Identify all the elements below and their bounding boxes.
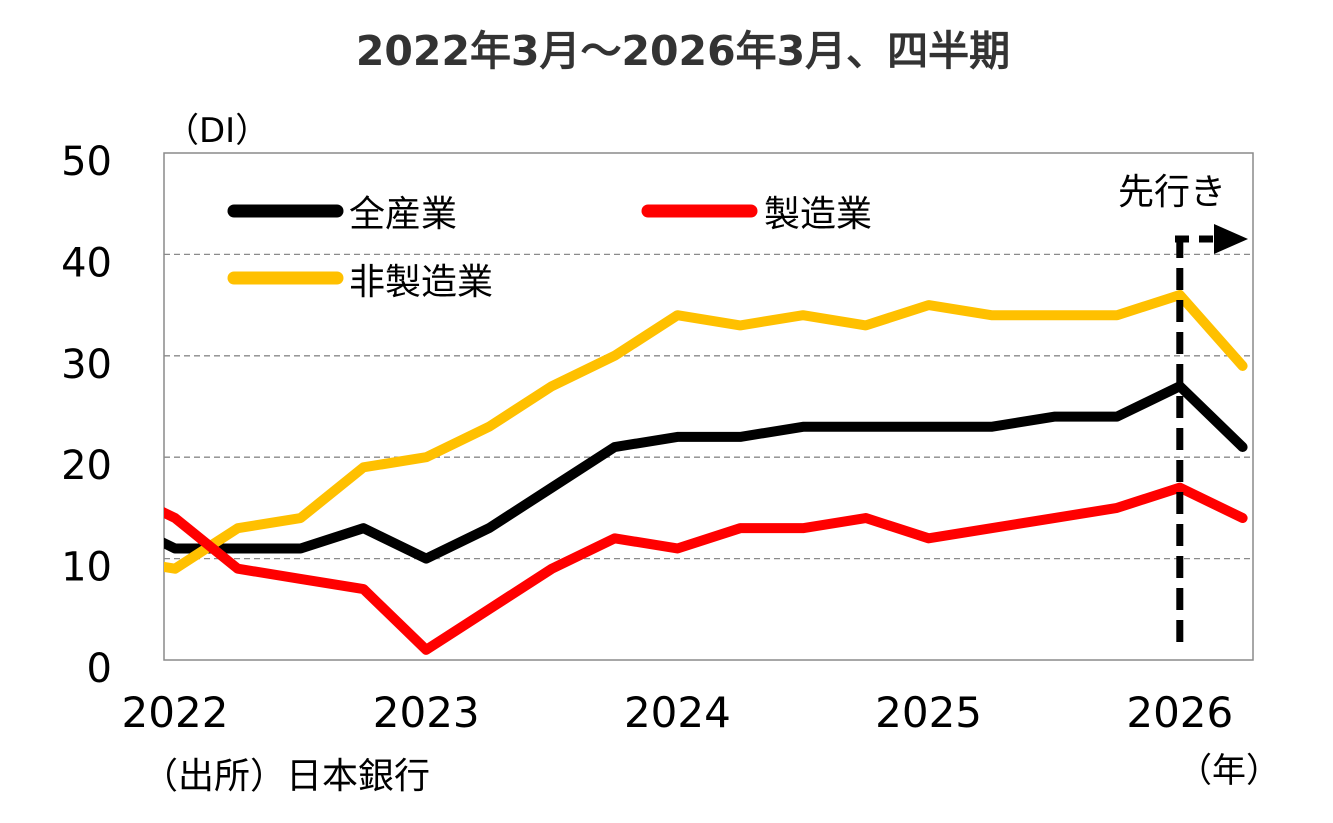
y-tick-label: 40 [61, 240, 112, 286]
x-axis-ticks: 2022 2023 2024 2025 2026 [122, 688, 1234, 737]
chart-title: 2022年3月～2026年3月、四半期 [356, 27, 1010, 75]
x-tick-label: 2023 [373, 688, 480, 737]
legend-label-all-industries: 全産業 [349, 194, 457, 235]
x-tick-label: 2025 [875, 688, 982, 737]
gridlines [164, 253, 1253, 560]
source-note: （出所）日本銀行 [142, 756, 430, 797]
series-line-non-manufacturing [164, 289, 1248, 574]
legend-item-non-manufacturing: 非製造業 [227, 262, 493, 303]
y-axis-unit-label: （DI） [165, 111, 269, 151]
legend-label-manufacturing: 製造業 [764, 194, 872, 235]
x-tick-label: 2022 [122, 688, 229, 737]
y-tick-label: 20 [61, 443, 112, 489]
y-tick-label: 50 [61, 139, 112, 185]
x-axis-unit-label: （年） [1178, 751, 1280, 791]
y-axis-ticks: 0 10 20 30 40 50 [61, 139, 112, 692]
series-line-all-industries [164, 381, 1248, 564]
plot-area-border [163, 152, 1254, 661]
series-lines [164, 289, 1248, 655]
forecast-label: 先行き [1118, 172, 1226, 213]
x-tick-label: 2026 [1126, 688, 1233, 737]
forecast-arrow-icon [1214, 224, 1248, 254]
series-line-manufacturing [164, 482, 1248, 655]
y-tick-label: 0 [87, 646, 112, 692]
legend-item-all-industries: 全産業 [227, 194, 457, 235]
y-tick-label: 30 [61, 342, 112, 388]
x-tick-label: 2024 [624, 688, 731, 737]
legend: 全産業 製造業 非製造業 [227, 194, 872, 303]
legend-label-non-manufacturing: 非製造業 [349, 262, 493, 303]
y-tick-label: 10 [61, 545, 112, 591]
legend-item-manufacturing: 製造業 [641, 194, 872, 235]
forecast-marker: 先行き [1118, 172, 1248, 650]
